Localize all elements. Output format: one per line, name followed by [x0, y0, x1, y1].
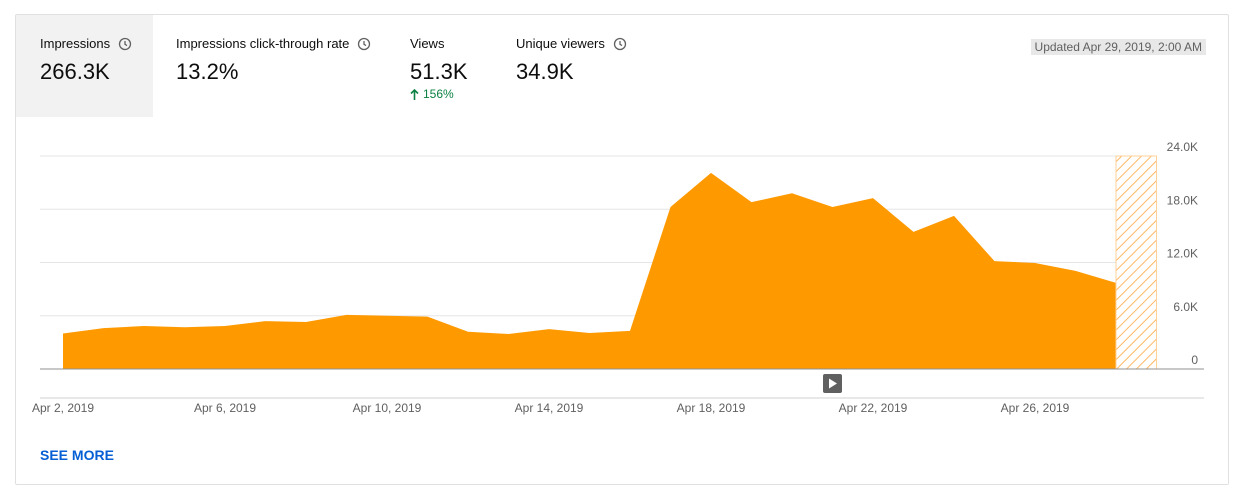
metric-tab[interactable]: Impressions 266.3K: [16, 15, 153, 117]
metric-label: Impressions: [40, 36, 132, 51]
metric-tab[interactable]: Unique viewers 34.9K: [496, 15, 646, 117]
clock-icon: [613, 37, 627, 50]
see-more-link[interactable]: SEE MORE: [40, 447, 114, 463]
x-tick-label: Apr 18, 2019: [677, 401, 746, 415]
updated-label: Updated Apr 29, 2019, 2:00 AM: [1030, 39, 1206, 55]
metric-label-text: Unique viewers: [516, 36, 605, 51]
metric-value: 34.9K: [516, 59, 574, 84]
clock-icon: [358, 37, 371, 50]
y-tick-label: 6.0K: [1173, 300, 1198, 314]
metric-label-text: Impressions click-through rate: [176, 36, 350, 51]
x-tick-label: Apr 22, 2019: [839, 401, 908, 415]
analytics-card: Impressions 266.3K Impressions click-thr…: [15, 14, 1229, 485]
y-tick-label: 18.0K: [1167, 193, 1198, 207]
metric-label: Unique viewers: [516, 36, 627, 51]
metric-value: 51.3K: [410, 59, 468, 84]
metric-change: 156%: [410, 87, 454, 101]
metric-label: Impressions click-through rate: [176, 36, 371, 51]
up-arrow: [410, 88, 419, 100]
partial-day-hatch: [1115, 155, 1157, 370]
metric-tab[interactable]: Views 51.3K 156%: [386, 15, 496, 117]
x-tick-label: Apr 26, 2019: [1001, 401, 1070, 415]
play-icon: [829, 378, 837, 389]
change-text: 156%: [423, 87, 454, 101]
metric-tab[interactable]: Impressions click-through rate 13.2%: [153, 15, 373, 117]
y-tick-label: 24.0K: [1167, 140, 1198, 154]
metric-label-text: Impressions: [40, 36, 111, 51]
metric-value: 13.2%: [176, 59, 239, 84]
metric-label: Views: [410, 36, 445, 51]
x-tick-label: Apr 2, 2019: [32, 401, 94, 415]
y-tick-label: 12.0K: [1167, 247, 1198, 261]
area: [63, 172, 1116, 369]
metric-value: 266.3K: [40, 59, 110, 84]
x-tick-label: Apr 6, 2019: [194, 401, 256, 415]
x-tick-label: Apr 10, 2019: [353, 401, 422, 415]
y-tick-label: 0: [1191, 353, 1198, 367]
clock-icon: [118, 37, 132, 50]
x-tick-label: Apr 14, 2019: [515, 401, 584, 415]
play-button[interactable]: [823, 374, 842, 393]
